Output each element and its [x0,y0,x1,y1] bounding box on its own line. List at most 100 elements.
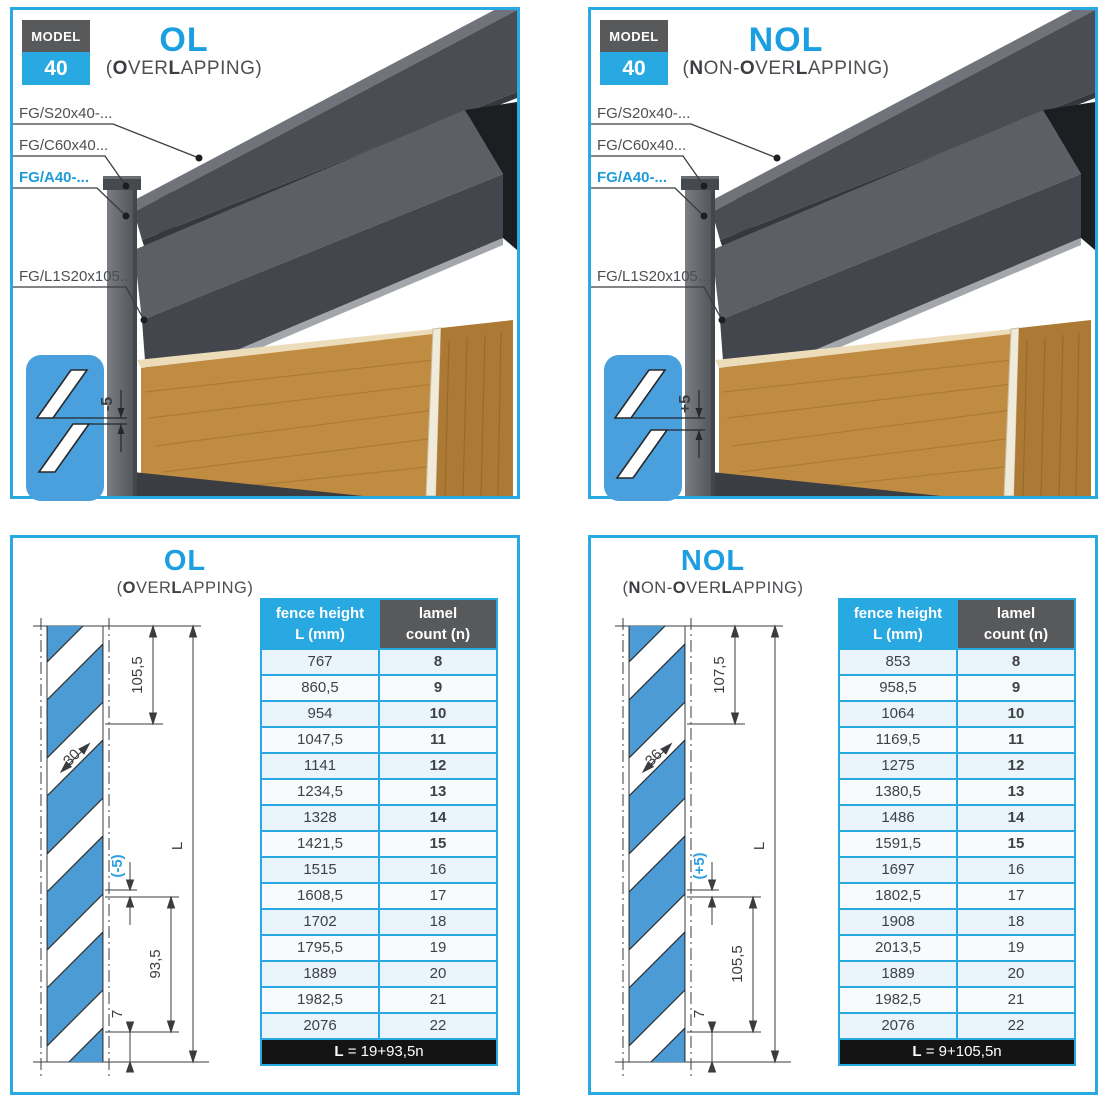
fence-height-cell: 767 [260,648,380,676]
subtitle-seg: ON- [703,58,740,79]
table-row: 1889 20 [260,960,498,988]
subtitle-seg: L [168,58,181,79]
table-row: 1591,5 15 [838,830,1076,858]
fence-height-table-nol: fence height L (mm) lamel count (n) 853 8 95… [838,598,1076,1066]
subtitle-seg: N [689,58,704,79]
part-label-l1s20x105: FG/L1S20x105... [19,268,133,285]
panel-subtitle: (NON-OVERLAPPING) [603,577,823,599]
model-badge-label: MODEL [22,20,90,52]
col-header-lamel-count: lamel count (n) [378,598,498,650]
icon-dim-label: -5 [99,397,116,411]
lamel-count-cell: 20 [378,960,498,988]
panel-title-block: NOL (NON-OVERLAPPING) [671,22,901,80]
lamel-count-cell: 15 [956,830,1076,858]
part-label-l1s20x105: FG/L1S20x105... [597,268,711,285]
panel-subtitle: (OVERLAPPING) [79,58,289,80]
subtitle-seg: L [171,579,182,597]
table-row: 1889 20 [838,960,1076,988]
model-badge: MODEL 40 [22,20,90,85]
fence-height-cell: 853 [838,648,958,676]
model-badge: MODEL 40 [600,20,668,85]
panel-ol-table: OL (OVERLAPPING) [10,535,520,1095]
fence-height-cell: 1486 [838,804,958,832]
lamel-overlap-icon: -5 [26,355,127,501]
dim-label-pitch-bottom: 93,5 [147,949,164,978]
subtitle-seg: APPING) [180,58,263,79]
table-row: 1697 16 [838,856,1076,884]
fence-height-cell: 1982,5 [838,986,958,1014]
fence-height-table-ol: fence height L (mm) lamel count (n) 767 8 86… [260,598,498,1066]
dim-label-pitch-top: 107,5 [711,656,728,694]
fence-height-cell: 1889 [838,960,958,988]
fence-height-cell: 1889 [260,960,380,988]
model-badge-number: 40 [22,52,90,85]
dim-label-bottom-gap: 7 [109,1010,126,1018]
lamel-count-cell: 14 [956,804,1076,832]
table-row: 1486 14 [838,804,1076,832]
dim-label-overlap: (+5) [691,852,708,879]
model-badge-label: MODEL [600,20,668,52]
lamel-count-cell: 10 [956,700,1076,728]
lamel-count-cell: 11 [956,726,1076,754]
panel-title: NOL [680,545,746,577]
subtitle-seg: VER [127,58,169,79]
fence-height-cell: 1047,5 [260,726,380,754]
subtitle-seg: VER [755,58,796,79]
fence-height-cell: 1982,5 [260,986,380,1014]
table-row: 1047,5 11 [260,726,498,754]
lamel-count-cell: 18 [956,908,1076,936]
subtitle-seg: L [721,579,733,597]
lamel-count-cell: 17 [378,882,498,910]
table-row: 1608,5 17 [260,882,498,910]
table-row: 2013,5 19 [838,934,1076,962]
table-row: 1275 12 [838,752,1076,780]
fence-height-cell: 1591,5 [838,830,958,858]
fence-height-cell: 1795,5 [260,934,380,962]
part-label-s20x40: FG/S20x40-... [19,105,113,122]
lamel-count-cell: 8 [378,648,498,676]
lamel-count-cell: 21 [956,986,1076,1014]
table-row: 2076 22 [838,1012,1076,1040]
subtitle-seg: VER [135,579,172,597]
fence-height-cell: 1234,5 [260,778,380,806]
subtitle-seg: APPING) [182,579,254,597]
panel-title-block: OL (OVERLAPPING) [75,546,295,599]
lamel-count-cell: 22 [956,1012,1076,1040]
subtitle-seg: ( [116,579,123,597]
formula-row: L = 9+105,5n [838,1038,1076,1066]
fence-height-cell: 2076 [260,1012,380,1040]
lamel-count-cell: 11 [378,726,498,754]
table-row: 860,5 9 [260,674,498,702]
dim-label-pitch-bottom: 105,5 [729,945,746,983]
col-header-lamel-count: lamel count (n) [956,598,1076,650]
lamel-count-cell: 18 [378,908,498,936]
fence-height-cell: 1380,5 [838,778,958,806]
lamel-count-cell: 9 [378,674,498,702]
table-row: 1515 16 [260,856,498,884]
lamel-count-cell: 19 [378,934,498,962]
table-row: 853 8 [838,648,1076,676]
lamel-count-cell: 21 [378,986,498,1014]
section-diagram-nol: 107,5 L 36 (+5) 105,5 7 [615,618,791,1078]
fence-height-cell: 1908 [838,908,958,936]
table-row: 1141 12 [260,752,498,780]
subtitle-seg: APPING) [807,58,890,79]
lamel-count-cell: 17 [956,882,1076,910]
subtitle-seg: ( [105,58,113,79]
table-row: 1328 14 [260,804,498,832]
subtitle-seg: O [672,579,687,597]
panel-nol-3d: MODEL 40 NOL (NON-OVERLAPPING) FG/S20x40… [588,7,1098,501]
dim-label-pitch-top: 105,5 [129,656,146,694]
lamel-count-cell: 15 [378,830,498,858]
lamel-count-cell: 12 [378,752,498,780]
lamel-count-cell: 13 [378,778,498,806]
fence-height-cell: 1169,5 [838,726,958,754]
lamel-count-cell: 10 [378,700,498,728]
fence-height-cell: 1141 [260,752,380,780]
fence-height-cell: 954 [260,700,380,728]
fence-height-cell: 1702 [260,908,380,936]
table-row: 1064 10 [838,700,1076,728]
fence-height-cell: 1515 [260,856,380,884]
lamel-count-cell: 13 [956,778,1076,806]
table-row: 1982,5 21 [838,986,1076,1014]
